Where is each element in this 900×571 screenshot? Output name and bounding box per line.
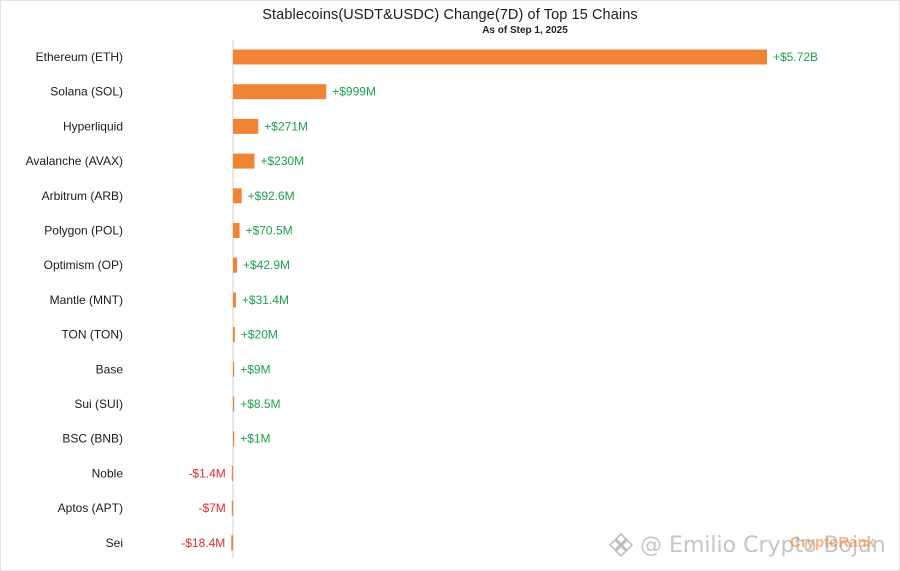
category-label: Avalanche (AVAX) [26, 154, 123, 168]
category-label: Hyperliquid [63, 119, 123, 133]
category-label: Polygon (POL) [44, 224, 123, 238]
category-label: Noble [92, 466, 124, 480]
bar [233, 292, 236, 308]
bar [233, 153, 255, 169]
data-label: +$9M [240, 362, 270, 376]
bar [233, 188, 242, 204]
bar [233, 327, 235, 343]
bar [231, 465, 233, 481]
category-label: TON (TON) [61, 328, 123, 342]
bar [233, 361, 235, 377]
category-label: Base [96, 362, 124, 376]
data-label: +$5.72B [773, 50, 818, 64]
data-label: +$42.9M [243, 258, 290, 272]
data-label: +$999M [332, 85, 376, 99]
bar [233, 49, 767, 65]
category-label: Arbitrum (ARB) [42, 189, 123, 203]
category-label: Solana (SOL) [50, 85, 123, 99]
data-label: +$8.5M [240, 397, 280, 411]
data-label: +$271M [264, 119, 308, 133]
bar [233, 396, 235, 412]
bar [231, 535, 233, 551]
category-label: Sei [106, 536, 123, 550]
category-label: BSC (BNB) [62, 432, 123, 446]
category-label: Mantle (MNT) [50, 293, 123, 307]
chart-title: Stablecoins(USDT&USDC) Change(7D) of Top… [262, 7, 638, 23]
bar [233, 223, 240, 238]
data-label: +$31.4M [242, 293, 289, 307]
bar [233, 431, 235, 447]
data-label: +$92.6M [248, 189, 295, 203]
data-label: +$230M [260, 154, 304, 168]
bar [231, 500, 233, 516]
bar [233, 84, 327, 100]
bar [233, 118, 259, 134]
data-label: +$70.5M [246, 224, 293, 238]
bar [233, 257, 238, 273]
data-label: -$18.4M [181, 536, 225, 550]
chart-subtitle: As of Step 1, 2025 [482, 25, 568, 36]
data-label: -$7M [198, 501, 225, 515]
category-label: Sui (SUI) [74, 397, 123, 411]
data-label: +$20M [241, 328, 278, 342]
data-label: -$1.4M [188, 466, 225, 480]
category-label: Ethereum (ETH) [36, 50, 123, 64]
data-label: +$1M [240, 432, 270, 446]
category-label: Aptos (APT) [58, 501, 123, 515]
category-label: Optimism (OP) [44, 258, 123, 272]
